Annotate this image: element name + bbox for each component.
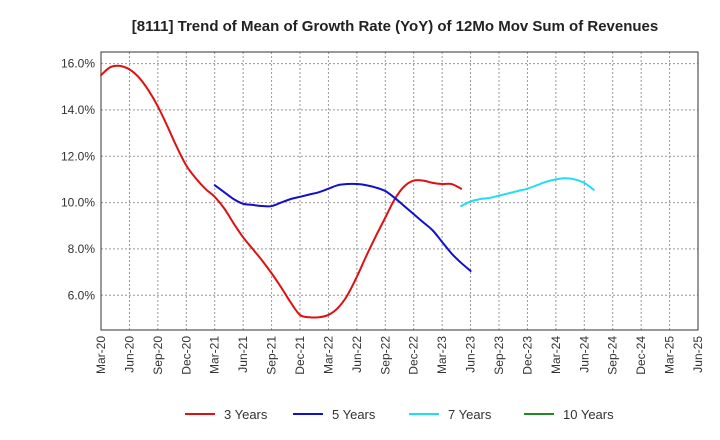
- x-tick-label: Mar-24: [549, 336, 563, 374]
- series-lines: [100, 64, 595, 319]
- x-tick-label: Sep-24: [606, 336, 620, 375]
- x-axis: Mar-20 Jun-20 Sep-20 Dec-20 Mar-21 Jun-21 Sep-…: [94, 336, 705, 375]
- x-tick-label: Mar-23: [435, 336, 449, 374]
- x-tick-label: Dec-21: [293, 336, 307, 375]
- y-tick-label: 14.0%: [61, 103, 95, 117]
- x-tick-label: Jun-25: [691, 336, 705, 373]
- legend: 3 Years 5 Years 7 Years 10 Years: [185, 407, 614, 422]
- series-line-5-years: [213, 182, 472, 272]
- x-tick-label: Sep-22: [378, 336, 392, 375]
- legend-label: 7 Years: [448, 407, 492, 422]
- legend-item-10-years: 10 Years: [524, 407, 614, 422]
- legend-label: 10 Years: [563, 407, 614, 422]
- y-tick-label: 12.0%: [61, 149, 95, 163]
- x-tick-label: Mar-21: [208, 336, 222, 374]
- x-tick-label: Dec-20: [179, 336, 193, 375]
- x-tick-label: Mar-20: [94, 336, 108, 374]
- y-tick-label: 6.0%: [68, 288, 96, 302]
- series-line-7-years: [460, 177, 595, 208]
- legend-item-7-years: 7 Years: [409, 407, 492, 422]
- series-line-3-years: [100, 64, 463, 319]
- y-axis: 6.0% 8.0% 10.0% 12.0% 14.0% 16.0%: [61, 57, 95, 303]
- x-tick-label: Jun-21: [236, 336, 250, 373]
- y-tick-label: 8.0%: [68, 242, 96, 256]
- x-tick-label: Mar-25: [663, 336, 677, 374]
- plot-area: [100, 51, 699, 331]
- x-tick-label: Jun-23: [464, 336, 478, 373]
- legend-label: 3 Years: [224, 407, 268, 422]
- x-tick-label: Dec-22: [407, 336, 421, 375]
- chart-title: [8111] Trend of Mean of Growth Rate (YoY…: [132, 18, 658, 35]
- x-tick-label: Dec-24: [634, 336, 648, 375]
- y-tick-label: 10.0%: [61, 196, 95, 210]
- x-tick-label: Sep-20: [151, 336, 165, 375]
- x-tick-label: Sep-21: [265, 336, 279, 375]
- x-tick-label: Jun-22: [350, 336, 364, 373]
- x-tick-label: Jun-24: [577, 336, 591, 373]
- x-tick-label: Mar-22: [321, 336, 335, 374]
- legend-label: 5 Years: [332, 407, 376, 422]
- x-tick-label: Dec-23: [520, 336, 534, 375]
- grid: [101, 52, 698, 330]
- legend-item-5-years: 5 Years: [293, 407, 376, 422]
- x-tick-label: Jun-20: [122, 336, 136, 373]
- y-tick-label: 16.0%: [61, 57, 95, 71]
- legend-item-3-years: 3 Years: [185, 407, 268, 422]
- x-tick-label: Sep-23: [492, 336, 506, 375]
